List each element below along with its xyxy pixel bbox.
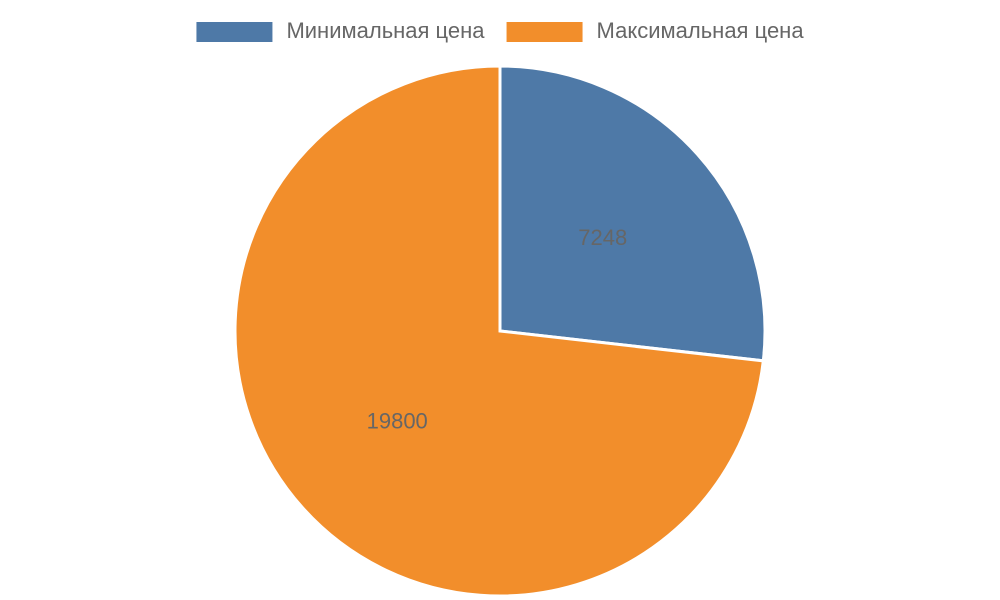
legend-swatch (506, 22, 583, 42)
legend-label: Максимальная цена (597, 18, 805, 43)
data-label: 7248 (578, 225, 627, 250)
legend: Минимальная цена Максимальная цена (196, 18, 804, 43)
legend-swatch (196, 22, 273, 42)
data-label: 19800 (367, 409, 428, 434)
pie-slice (498, 64, 767, 363)
legend-label: Минимальная цена (286, 18, 485, 43)
pie-slice (233, 64, 765, 598)
